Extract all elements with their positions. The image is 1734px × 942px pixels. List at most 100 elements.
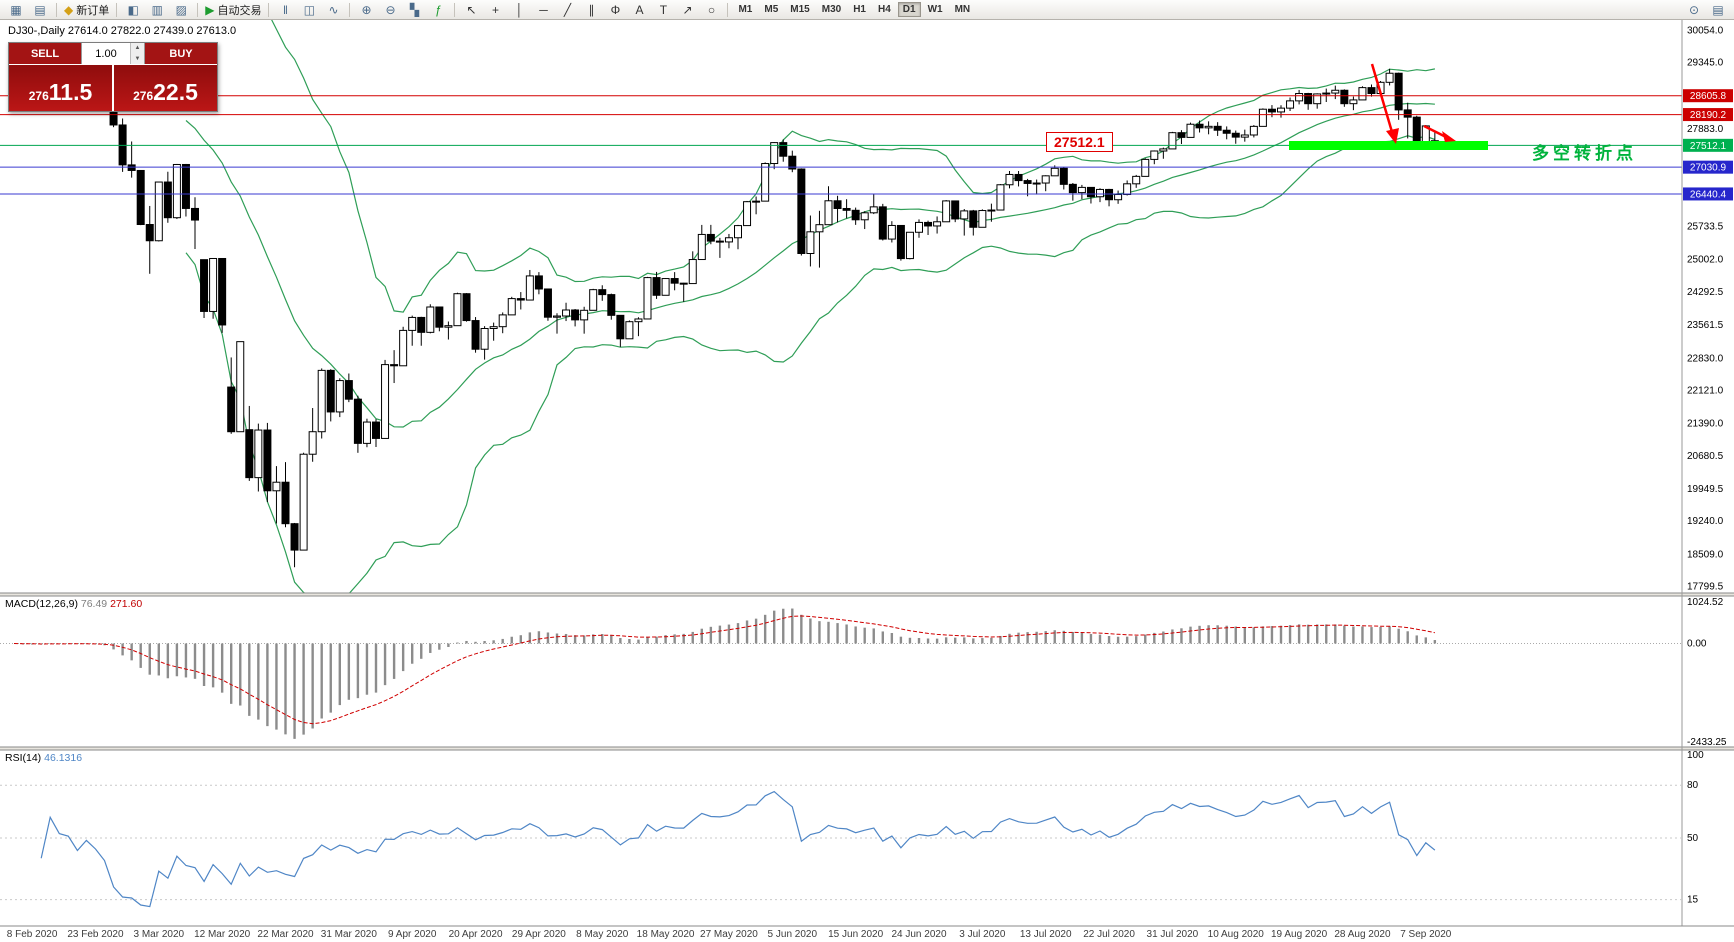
price-tick-label: 17799.5 [1687, 582, 1724, 593]
toolbar: ▦ ▤ ◆ 新订单 ◧ ▥ ▨ ▶ 自动交易 ‖ ◫ ∿ ⊕ ⊖ ▚ ƒ ↖ + │ ─ ╱ ∥ Φ A T ↗ ○ M1 M5 M15 M… [0, 0, 1734, 20]
price-badge [1683, 138, 1733, 152]
date-label: 5 Jun 2020 [768, 929, 818, 940]
toolbar-separator [197, 2, 199, 17]
timeframe-m5-button[interactable]: M5 [764, 4, 779, 15]
panel-separator[interactable] [0, 593, 1734, 596]
price-tick-label: 24292.5 [1687, 287, 1724, 298]
timeframe-h4-button[interactable]: H4 [877, 4, 891, 15]
price-badge [1683, 160, 1733, 174]
panel-separator[interactable] [0, 747, 1734, 750]
price-tick-label: 22830.0 [1687, 353, 1724, 364]
date-label: 28 Aug 2020 [1334, 929, 1391, 940]
horizontal-line-icon[interactable]: ─ [539, 2, 548, 17]
date-label: 8 Feb 2020 [7, 929, 58, 940]
price-axis[interactable]: 30054.0 29345.0 27883.0 25733.5 25002.0 24292… [1687, 26, 1724, 593]
sell-button[interactable]: SELL [9, 43, 81, 64]
lot-decrease-button[interactable]: ▼ [131, 53, 144, 64]
date-label: 15 Jun 2020 [828, 929, 883, 940]
navigator-icon[interactable]: ▨ [175, 2, 187, 17]
lot-increase-button[interactable]: ▲ [131, 43, 144, 54]
candlestick-chart-type-icon[interactable]: ◫ [303, 2, 316, 17]
rsi-tick-label: 15 [1687, 895, 1699, 906]
trend-arrow [1370, 63, 1456, 144]
date-label: 31 Jul 2020 [1147, 929, 1199, 940]
layout-panels-icon[interactable]: ▤ [1712, 2, 1724, 17]
sell-price-button[interactable]: 276 11.5 [9, 65, 112, 111]
crosshair-icon[interactable]: + [491, 2, 499, 17]
timeframe-h1-button[interactable]: H1 [853, 4, 866, 15]
data-window-icon[interactable]: ▥ [151, 2, 163, 17]
fibonacci-icon[interactable]: Φ [610, 2, 621, 17]
macd-axis[interactable]: 1024.52 0.00 -2433.25 [1687, 597, 1727, 748]
rsi-tick-label: 80 [1687, 780, 1699, 791]
tile-windows-icon[interactable]: ▚ [409, 2, 420, 17]
shapes-tool-icon[interactable]: ○ [707, 2, 716, 17]
turning-point-annotation: 多空转折点 [1532, 144, 1637, 163]
bars-chart-type-icon[interactable]: ‖ [282, 2, 288, 17]
timeframe-m15-button[interactable]: M15 [790, 4, 810, 15]
highlight-zone [1289, 141, 1488, 150]
sell-price-figure: 276 [28, 89, 49, 103]
macd-tick-label: 0.00 [1687, 638, 1707, 649]
rsi-line [40, 790, 1436, 908]
price-badge-label: 26440.4 [1690, 189, 1727, 200]
chart-symbol-label: DJ30-,Daily 27614.0 27822.0 27439.0 2761… [8, 25, 236, 37]
buy-price-button[interactable]: 276 22.5 [114, 65, 217, 111]
buy-button[interactable]: BUY [145, 43, 217, 64]
macd-histogram [21, 608, 1437, 739]
timeframe-m30-button[interactable]: M30 [821, 4, 842, 15]
rsi-value: 46.1316 [44, 752, 83, 764]
lot-size-field[interactable]: 1.00 ▲ ▼ [81, 43, 145, 64]
timeframe-m1-button[interactable]: M1 [738, 4, 753, 15]
price-tick-label: 27883.0 [1687, 124, 1724, 135]
line-chart-type-icon[interactable]: ∿ [328, 2, 339, 17]
label-tool-icon[interactable]: T [659, 2, 668, 17]
price-tick-label: 18509.0 [1687, 549, 1724, 560]
search-icon[interactable]: ⊙ [1688, 2, 1700, 17]
date-label: 20 Apr 2020 [449, 929, 503, 940]
date-label: 27 May 2020 [700, 929, 758, 940]
toolbar-separator [116, 2, 118, 17]
market-watch-icon[interactable]: ◧ [127, 2, 139, 17]
price-tick-label: 19240.0 [1687, 516, 1724, 527]
price-badge-label: 27030.9 [1690, 163, 1727, 174]
date-label: 12 Mar 2020 [194, 929, 251, 940]
vertical-line-icon[interactable]: │ [515, 2, 524, 17]
timeframe-d1-button[interactable]: D1 [897, 2, 921, 17]
date-label: 29 Apr 2020 [512, 929, 566, 940]
new-order-button[interactable]: ◆ 新订单 [64, 2, 110, 17]
date-label: 13 Jul 2020 [1020, 929, 1072, 940]
cursor-icon[interactable]: ↖ [466, 2, 477, 17]
price-badge-label: 28190.2 [1690, 110, 1727, 121]
date-label: 24 Jun 2020 [891, 929, 946, 940]
new-chart-icon[interactable]: ▦ [10, 2, 22, 17]
time-axis[interactable]: 8 Feb 2020 23 Feb 2020 3 Mar 2020 12 Mar 20… [7, 929, 1452, 940]
text-tool-icon[interactable]: A [635, 2, 644, 17]
rsi-tick-label: 100 [1687, 750, 1704, 761]
channel-icon[interactable]: ∥ [588, 2, 595, 17]
price-tick-label: 23561.5 [1687, 320, 1724, 331]
zoom-out-icon[interactable]: ⊖ [385, 2, 396, 17]
timeframe-w1-button[interactable]: W1 [927, 4, 943, 15]
macd-signal-value: 271.60 [110, 598, 143, 610]
autotrade-button[interactable]: ▶ 自动交易 [205, 2, 262, 17]
date-label: 8 May 2020 [576, 929, 629, 940]
zoom-in-icon[interactable]: ⊕ [361, 2, 372, 17]
toolbar-separator [268, 2, 270, 17]
date-label: 18 May 2020 [637, 929, 695, 940]
lot-size-value[interactable]: 1.00 [95, 47, 117, 60]
one-click-trade-panel[interactable]: SELL 1.00 ▲ ▼ BUY 276 11.5 276 22.5 [8, 42, 218, 112]
timeframe-mn-button[interactable]: MN [954, 4, 971, 15]
macd-tick-label: 1024.52 [1687, 597, 1724, 608]
date-label: 19 Aug 2020 [1271, 929, 1328, 940]
profiles-icon[interactable]: ▤ [34, 2, 46, 17]
trendline-icon[interactable]: ╱ [563, 2, 572, 17]
price-tick-label: 21390.0 [1687, 419, 1724, 430]
rsi-axis[interactable]: 100 80 50 15 [1687, 750, 1704, 906]
indicators-icon[interactable]: ƒ [435, 2, 442, 17]
sell-price-pip: .5 [73, 79, 93, 105]
toolbar-separator [56, 2, 57, 17]
toolbar-separator [349, 2, 351, 17]
arrows-tool-icon[interactable]: ↗ [682, 2, 693, 17]
